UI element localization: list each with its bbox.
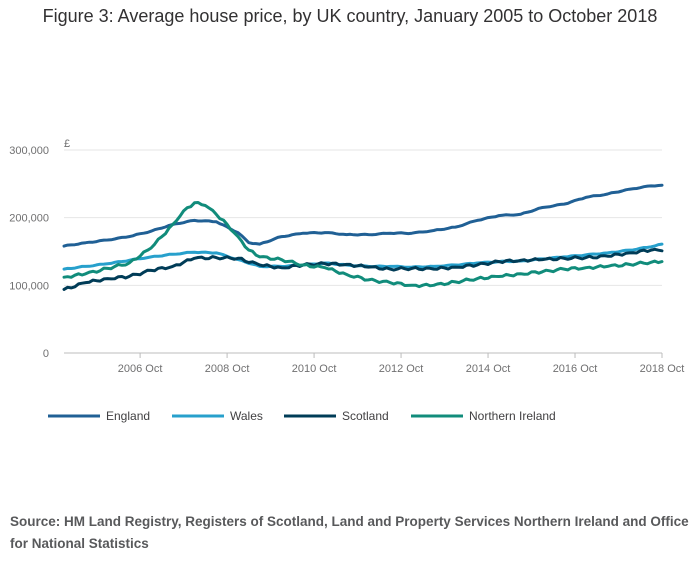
y-axis-ticks: 0 100,000 200,000 300,000 (9, 145, 49, 360)
source-note: Source: HM Land Registry, Registers of S… (10, 514, 689, 551)
x-tick-label: 2006 Oct (118, 363, 163, 375)
grid-lines (64, 149, 662, 354)
series-lines (62, 183, 664, 291)
series-line-northern-ireland (62, 201, 664, 289)
legend-label: England (106, 409, 150, 423)
y-tick-label: 0 (43, 348, 49, 360)
y-axis-unit-label: £ (64, 138, 70, 150)
x-tick-label: 2014 Oct (466, 363, 511, 375)
legend-label: Scotland (342, 409, 389, 423)
x-tick-label: 2008 Oct (205, 363, 250, 375)
x-tick-label: 2016 Oct (553, 363, 598, 375)
y-tick-label: 300,000 (9, 145, 49, 157)
series-line-england (62, 183, 664, 248)
x-tick-label: 2018 Oct (640, 363, 685, 375)
legend-label: Northern Ireland (469, 409, 556, 423)
chart-title: Figure 3: Average house price, by UK cou… (42, 6, 658, 26)
x-tick-label: 2012 Oct (379, 363, 424, 375)
x-axis-ticks: 2006 Oct 2008 Oct 2010 Oct 2012 Oct 2014 Oct… (118, 353, 685, 375)
series-line-scotland (62, 247, 664, 291)
x-tick-label: 2010 Oct (292, 363, 337, 375)
y-tick-label: 200,000 (9, 213, 49, 225)
y-tick-label: 100,000 (9, 280, 49, 292)
legend-label: Wales (230, 409, 263, 423)
legend: England Wales Scotland Northern Ireland (48, 409, 556, 423)
